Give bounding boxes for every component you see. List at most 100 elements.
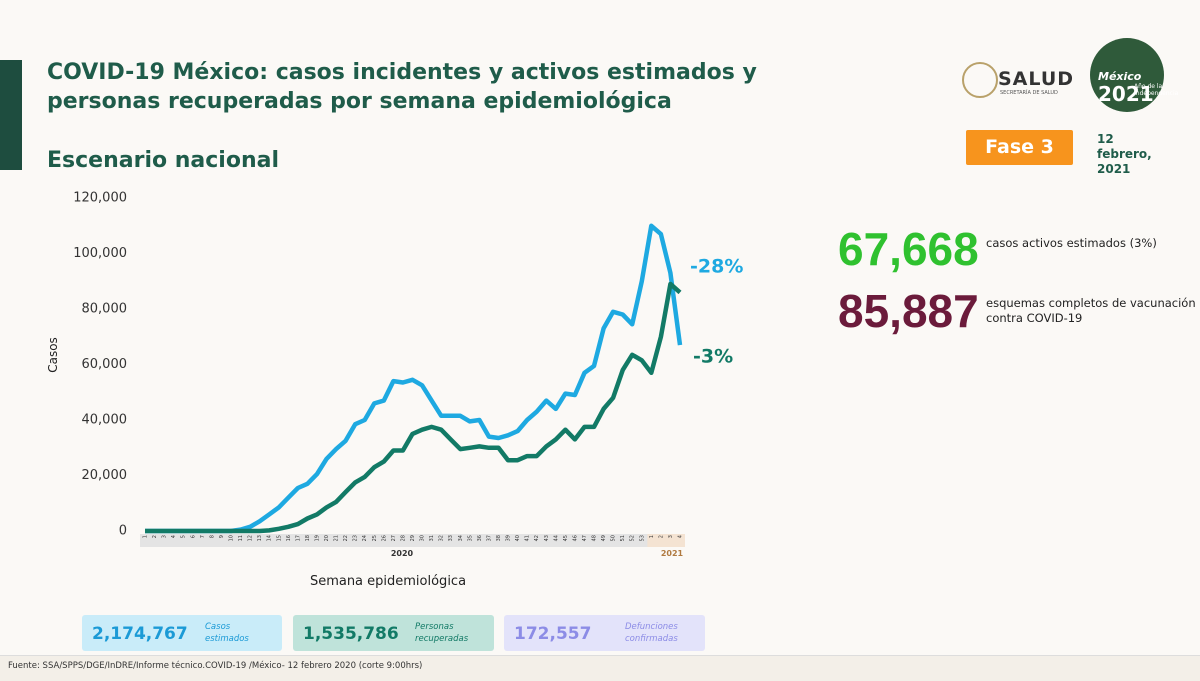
badge-year: 2021 xyxy=(1098,82,1154,106)
x-tick-label: 3 xyxy=(668,535,674,538)
summary-value: 172,557 xyxy=(514,624,592,644)
x-tick-label: 37 xyxy=(486,535,492,541)
x-tick-label: 14 xyxy=(267,535,273,541)
phase: Fase 3 xyxy=(966,130,1073,165)
x-tick-label: 38 xyxy=(496,535,502,541)
x-tick-label: 7 xyxy=(200,535,206,538)
x-tick-label: 42 xyxy=(534,535,540,541)
date: 12 febrero, 2021 xyxy=(1097,132,1152,176)
x-tick-label: 24 xyxy=(362,535,368,541)
y-tick-label: 0 xyxy=(119,524,127,539)
year-label: 2021 xyxy=(661,549,684,558)
x-axis-label: Semana epidemiológica xyxy=(310,574,466,589)
x-tick-label: 32 xyxy=(439,535,445,541)
x-tick-label: 2 xyxy=(152,535,158,538)
x-tick-label: 28 xyxy=(400,535,406,541)
accent-bar xyxy=(0,60,22,170)
x-tick-label: 27 xyxy=(391,535,397,541)
x-tick-label: 51 xyxy=(620,535,626,541)
x-tick-label: 41 xyxy=(525,535,531,541)
year-label: 2020 xyxy=(391,549,414,558)
x-tick-label: 53 xyxy=(639,535,645,541)
x-tick-label: 12 xyxy=(248,535,254,541)
stat-label: casos activos estimados (3%) xyxy=(986,236,1157,250)
x-tick-label: 2 xyxy=(658,535,664,538)
badge xyxy=(1090,38,1164,112)
x-tick-label: 1 xyxy=(649,535,655,538)
x-tick-label: 19 xyxy=(314,535,320,541)
badge-subtitle: Año de la Independencia xyxy=(1134,83,1179,97)
x-tick-label: 20 xyxy=(324,535,330,541)
chart: 0 20,000 40,000 60,000 80,000 100,000 120,000 1… xyxy=(46,191,743,590)
summary-box xyxy=(82,615,282,651)
x-tick-label: 9 xyxy=(219,535,225,538)
summary-label: Personas recuperadas xyxy=(415,622,469,644)
x-tick-label: 4 xyxy=(678,535,684,538)
emblem xyxy=(962,62,998,98)
y-tick-label: 100,000 xyxy=(73,246,127,261)
x-tick-label: 48 xyxy=(592,535,598,541)
y-tick-label: 80,000 xyxy=(82,302,128,317)
summary-value: 2,174,767 xyxy=(92,624,188,644)
x-tick-label: 47 xyxy=(582,535,588,541)
x-tick-label: 29 xyxy=(410,535,416,541)
x-tick-label: 23 xyxy=(353,535,359,541)
subtitle: Escenario nacional xyxy=(47,148,280,173)
x-tick-label: 6 xyxy=(190,535,196,538)
x-tick-label: 35 xyxy=(467,535,473,541)
x-tick-label: 17 xyxy=(295,535,301,541)
x-tick-label: 22 xyxy=(343,535,349,541)
annotation: -3% xyxy=(693,346,733,368)
x-tick-label: 45 xyxy=(563,535,569,541)
x-tick-label: 34 xyxy=(458,535,464,541)
y-axis-label: Casos xyxy=(46,337,60,373)
x-tick-label: 11 xyxy=(238,535,244,541)
y-tick-label: 60,000 xyxy=(82,357,128,372)
x-tick-label: 25 xyxy=(372,535,378,541)
summary-label: Defunciones confirmadas xyxy=(625,622,678,644)
stat-value: 85,887 xyxy=(838,285,979,337)
series-line xyxy=(145,223,683,534)
x-tick-label: 5 xyxy=(181,535,187,538)
x-band-2021 xyxy=(647,534,685,547)
x-tick-label: 49 xyxy=(601,535,607,541)
x-tick-label: 16 xyxy=(286,535,292,541)
annotation: -28% xyxy=(690,256,743,278)
stat-value: 67,668 xyxy=(838,223,979,275)
x-tick-label: 13 xyxy=(257,535,263,541)
x-tick-label: 40 xyxy=(515,535,521,541)
x-tick-label: 26 xyxy=(381,535,387,541)
badge-word: México xyxy=(1098,70,1142,83)
x-tick-label: 18 xyxy=(305,535,311,541)
x-tick-label: 31 xyxy=(429,535,435,541)
x-tick-label: 30 xyxy=(420,535,426,541)
x-band xyxy=(140,534,685,547)
x-tick-label: 4 xyxy=(171,535,177,538)
footer xyxy=(0,655,1200,681)
x-tick-label: 50 xyxy=(611,535,617,541)
x-tick-label: 10 xyxy=(228,535,234,541)
x-tick-label: 21 xyxy=(334,535,340,541)
x-tick-label: 39 xyxy=(506,535,512,541)
series-line xyxy=(145,281,682,534)
x-tick-label: 1 xyxy=(143,535,149,538)
x-tick-label: 8 xyxy=(209,535,215,538)
summary-label: Casos estimados xyxy=(205,622,249,644)
x-tick-label: 52 xyxy=(630,535,636,541)
summary-value: 1,535,786 xyxy=(303,624,399,644)
x-tick-label: 15 xyxy=(276,535,282,541)
y-tick-label: 20,000 xyxy=(82,468,128,483)
summary-box xyxy=(504,615,705,651)
logo: SALUD xyxy=(998,68,1075,90)
y-tick-label: 120,000 xyxy=(73,191,127,206)
title: COVID-19 México: casos incidentes y acti… xyxy=(47,60,757,114)
x-tick-label: 43 xyxy=(544,535,550,541)
y-tick-label: 40,000 xyxy=(82,413,128,428)
x-tick-label: 33 xyxy=(448,535,454,541)
x-tick-label: 44 xyxy=(553,535,559,541)
stat-label: esquemas completos de vacunación contra … xyxy=(986,296,1196,325)
summary-box xyxy=(293,615,494,651)
x-tick-label: 46 xyxy=(572,535,578,541)
x-tick-label: 3 xyxy=(162,535,168,538)
logo-subtitle: SECRETARÍA DE SALUD xyxy=(1000,90,1058,96)
